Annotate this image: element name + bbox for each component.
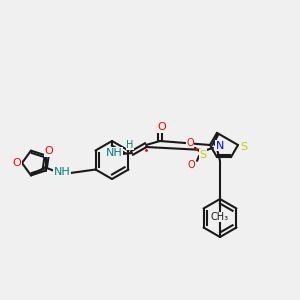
Text: NH: NH — [54, 167, 70, 177]
Text: S: S — [240, 142, 247, 152]
Text: NH: NH — [106, 148, 122, 158]
Text: H: H — [126, 140, 134, 150]
Text: O: O — [186, 138, 194, 148]
Text: O: O — [187, 160, 195, 170]
Text: CH₃: CH₃ — [211, 212, 229, 222]
Text: O: O — [13, 158, 21, 168]
Text: O: O — [45, 146, 53, 156]
Text: N: N — [216, 141, 224, 151]
Text: O: O — [158, 122, 166, 132]
Text: S: S — [200, 150, 207, 160]
